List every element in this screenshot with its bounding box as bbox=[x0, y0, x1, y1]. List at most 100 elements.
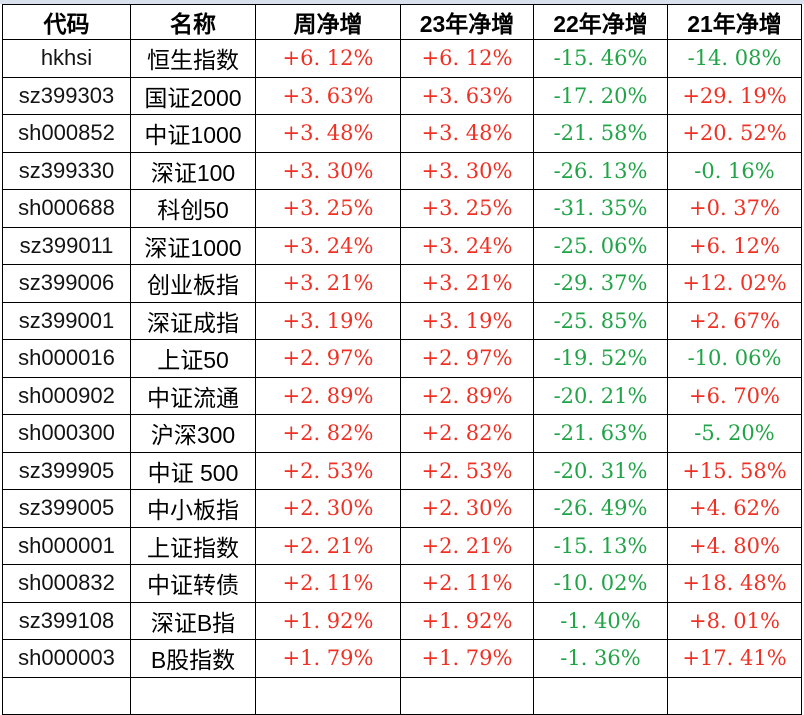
cell-week: +3. 19% bbox=[255, 301, 401, 340]
cell-name: 上证指数 bbox=[130, 526, 256, 565]
cell-week: +2. 30% bbox=[255, 489, 401, 528]
cell-y22: -21. 63% bbox=[533, 414, 668, 453]
column-header-code: 代码 bbox=[2, 4, 131, 40]
cell-y23: +3. 48% bbox=[400, 114, 534, 153]
cell-y23: +2. 89% bbox=[400, 376, 534, 415]
cell-name: 国证2000 bbox=[130, 76, 256, 115]
cell-name: 科创50 bbox=[130, 189, 256, 228]
cell-y23: +6. 12% bbox=[400, 39, 534, 78]
cell-code: sz399001 bbox=[2, 301, 131, 340]
cell-y21: +17. 41% bbox=[667, 639, 802, 678]
cell-empty bbox=[533, 676, 668, 715]
column-header-name: 名称 bbox=[130, 4, 256, 40]
cell-week: +6. 12% bbox=[255, 39, 401, 78]
index-performance-table: 代码 名称 周净增 23年净增 22年净增 21年净增 hkhsi 恒生指数 +6.… bbox=[2, 4, 802, 715]
cell-week: +2. 11% bbox=[255, 564, 401, 603]
cell-y22: -20. 21% bbox=[533, 376, 668, 415]
cell-empty bbox=[255, 676, 401, 715]
cell-week: +3. 25% bbox=[255, 189, 401, 228]
table-row: sz399006 创业板指 +3. 21% +3. 21% -29. 37% +12. 0… bbox=[2, 264, 802, 303]
cell-week: +3. 24% bbox=[255, 226, 401, 265]
table-row: sz399005 中小板指 +2. 30% +2. 30% -26. 49% +4. 62… bbox=[2, 489, 802, 528]
cell-code: sh000688 bbox=[2, 189, 131, 228]
cell-y22: -26. 13% bbox=[533, 151, 668, 190]
cell-y23: +3. 24% bbox=[400, 226, 534, 265]
cell-y21: +6. 12% bbox=[667, 226, 802, 265]
cell-y21: -5. 20% bbox=[667, 414, 802, 453]
cell-code: sz399303 bbox=[2, 76, 131, 115]
table-row: sz399011 深证1000 +3. 24% +3. 24% -25. 06% +6. … bbox=[2, 226, 802, 265]
cell-y23: +3. 30% bbox=[400, 151, 534, 190]
cell-y23: +3. 19% bbox=[400, 301, 534, 340]
cell-y23: +1. 79% bbox=[400, 639, 534, 678]
cell-y21: +0. 37% bbox=[667, 189, 802, 228]
cell-name: 中证流通 bbox=[130, 376, 256, 415]
cell-name: B股指数 bbox=[130, 639, 256, 678]
cell-y22: -29. 37% bbox=[533, 264, 668, 303]
table-row: sh000300 沪深300 +2. 82% +2. 82% -21. 63% -5. 2… bbox=[2, 414, 802, 453]
cell-name: 深证1000 bbox=[130, 226, 256, 265]
cell-name: 恒生指数 bbox=[130, 39, 256, 78]
cell-week: +3. 48% bbox=[255, 114, 401, 153]
cell-y21: -14. 08% bbox=[667, 39, 802, 78]
cell-code: sh000003 bbox=[2, 639, 131, 678]
cell-week: +1. 79% bbox=[255, 639, 401, 678]
cell-name: 中证转债 bbox=[130, 564, 256, 603]
cell-code: sz399108 bbox=[2, 601, 131, 640]
cell-empty bbox=[400, 676, 534, 715]
cell-y22: -21. 58% bbox=[533, 114, 668, 153]
cell-y23: +2. 21% bbox=[400, 526, 534, 565]
cell-name: 上证50 bbox=[130, 339, 256, 378]
cell-week: +2. 53% bbox=[255, 451, 401, 490]
cell-name: 中证 500 bbox=[130, 451, 256, 490]
window-top-strip bbox=[0, 0, 804, 4]
cell-y22: -25. 06% bbox=[533, 226, 668, 265]
cell-y23: +3. 21% bbox=[400, 264, 534, 303]
cell-y21: +8. 01% bbox=[667, 601, 802, 640]
cell-y22: -1. 40% bbox=[533, 601, 668, 640]
cell-week: +2. 21% bbox=[255, 526, 401, 565]
cell-y22: -25. 85% bbox=[533, 301, 668, 340]
table-row: sz399330 深证100 +3. 30% +3. 30% -26. 13% -0. 1… bbox=[2, 151, 802, 190]
cell-y22: -31. 35% bbox=[533, 189, 668, 228]
header-row: 代码 名称 周净增 23年净增 22年净增 21年净增 bbox=[2, 4, 802, 40]
cell-empty bbox=[667, 676, 802, 715]
cell-y21: +4. 62% bbox=[667, 489, 802, 528]
cell-y21: +12. 02% bbox=[667, 264, 802, 303]
cell-code: sz399005 bbox=[2, 489, 131, 528]
cell-y21: +18. 48% bbox=[667, 564, 802, 603]
cell-y21: +2. 67% bbox=[667, 301, 802, 340]
cell-y23: +2. 82% bbox=[400, 414, 534, 453]
column-header-week: 周净增 bbox=[255, 4, 401, 40]
table-row: sh000902 中证流通 +2. 89% +2. 89% -20. 21% +6. 70… bbox=[2, 376, 802, 415]
cell-y21: +15. 58% bbox=[667, 451, 802, 490]
cell-code: sh000016 bbox=[2, 339, 131, 378]
cell-y22: -17. 20% bbox=[533, 76, 668, 115]
cell-y21: +4. 80% bbox=[667, 526, 802, 565]
cell-y22: -15. 13% bbox=[533, 526, 668, 565]
cell-y23: +2. 30% bbox=[400, 489, 534, 528]
table-row-partial bbox=[2, 676, 802, 715]
table-row: sh000016 上证50 +2. 97% +2. 97% -19. 52% -10. 0… bbox=[2, 339, 802, 378]
cell-name: 深证100 bbox=[130, 151, 256, 190]
cell-y23: +1. 92% bbox=[400, 601, 534, 640]
cell-y22: -20. 31% bbox=[533, 451, 668, 490]
cell-week: +1. 92% bbox=[255, 601, 401, 640]
index-table-body: hkhsi 恒生指数 +6. 12% +6. 12% -15. 46% -14. 08% s… bbox=[2, 39, 802, 715]
cell-y22: -15. 46% bbox=[533, 39, 668, 78]
cell-code: sh000300 bbox=[2, 414, 131, 453]
cell-name: 沪深300 bbox=[130, 414, 256, 453]
cell-code: sz399330 bbox=[2, 151, 131, 190]
table-row: sz399905 中证 500 +2. 53% +2. 53% -20. 31% +15.… bbox=[2, 451, 802, 490]
cell-y23: +3. 63% bbox=[400, 76, 534, 115]
column-header-2023: 23年净增 bbox=[400, 4, 534, 40]
cell-y22: -10. 02% bbox=[533, 564, 668, 603]
cell-y21: -0. 16% bbox=[667, 151, 802, 190]
column-header-2021: 21年净增 bbox=[667, 4, 802, 40]
cell-code: sh000832 bbox=[2, 564, 131, 603]
cell-code: sh000852 bbox=[2, 114, 131, 153]
cell-y21: +29. 19% bbox=[667, 76, 802, 115]
cell-y22: -1. 36% bbox=[533, 639, 668, 678]
cell-y23: +2. 97% bbox=[400, 339, 534, 378]
cell-name: 深证B指 bbox=[130, 601, 256, 640]
